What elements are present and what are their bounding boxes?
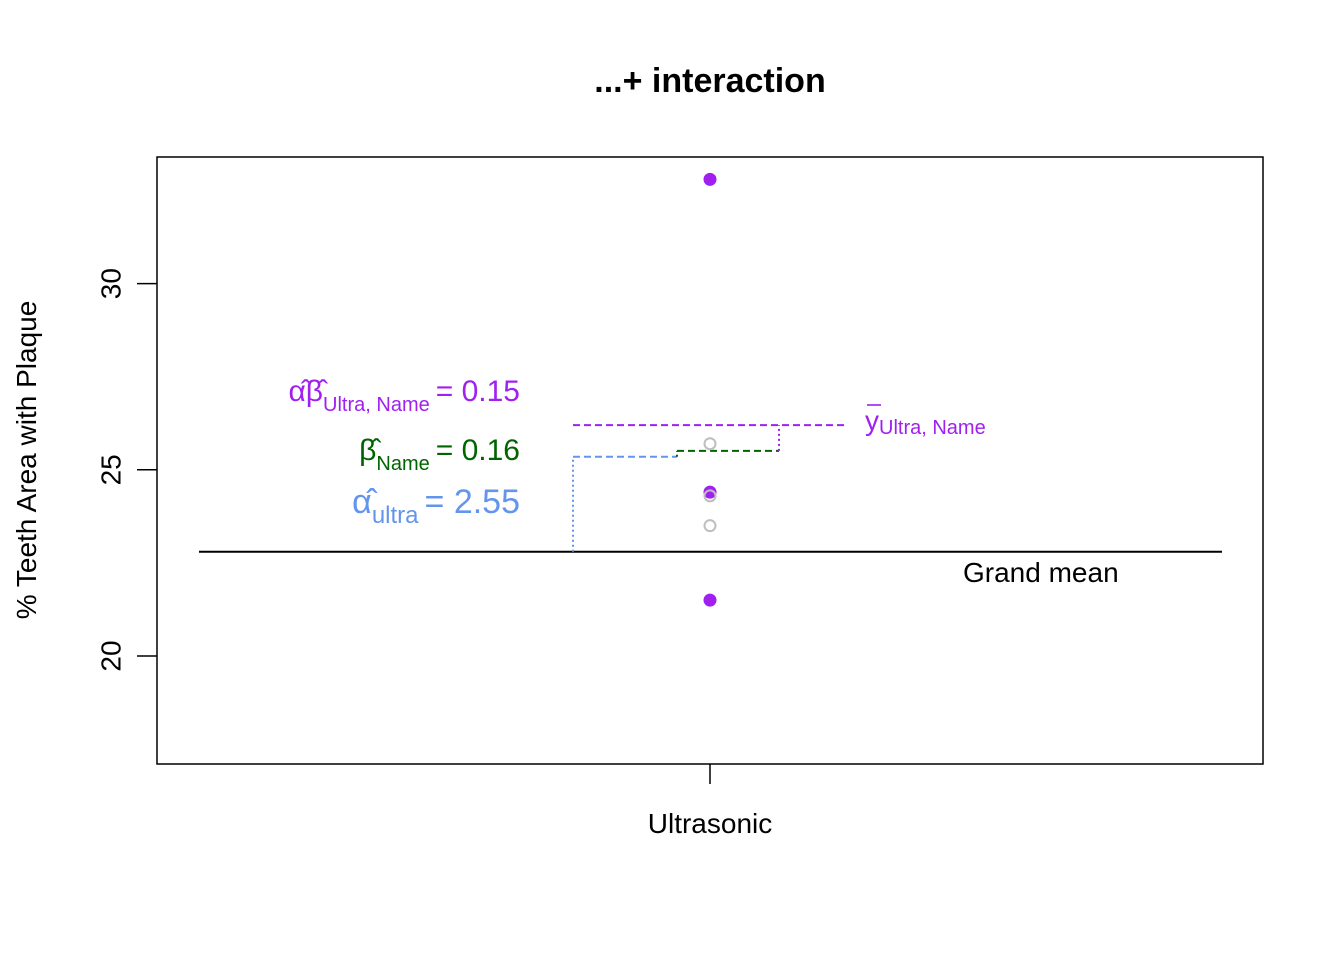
data-point: [703, 485, 717, 499]
data-point: [703, 489, 717, 503]
interaction-effect-label: α̂β̂Ultra, Name = 0.15: [288, 375, 520, 416]
data-point: [703, 437, 717, 451]
grand-mean-label: Grand mean: [963, 557, 1119, 588]
data-point: [703, 519, 717, 533]
y-tick-label: 20: [95, 640, 126, 671]
x-tick-label: Ultrasonic: [648, 808, 772, 839]
y-axis: 20 25 30: [95, 268, 157, 672]
fitted-mean-label: yUltra, Name: [865, 404, 986, 439]
data-points: [703, 172, 717, 607]
x-axis: Ultrasonic: [648, 764, 772, 839]
beta-effect-label: β̂Name = 0.16: [359, 434, 520, 475]
y-tick-label: 25: [95, 454, 126, 485]
y-axis-label: % Teeth Area with Plaque: [11, 301, 42, 620]
svg-text:yUltra, Name: yUltra, Name: [865, 405, 986, 439]
plot-frame: [156, 156, 1264, 765]
data-point: [703, 593, 717, 607]
y-tick-label: 30: [95, 268, 126, 299]
alpha-effect-label: α̂ultra = 2.55: [352, 483, 520, 529]
data-point: [703, 172, 717, 186]
chart-title: ...+ interaction: [594, 62, 825, 100]
reference-lines: [199, 424, 1222, 553]
